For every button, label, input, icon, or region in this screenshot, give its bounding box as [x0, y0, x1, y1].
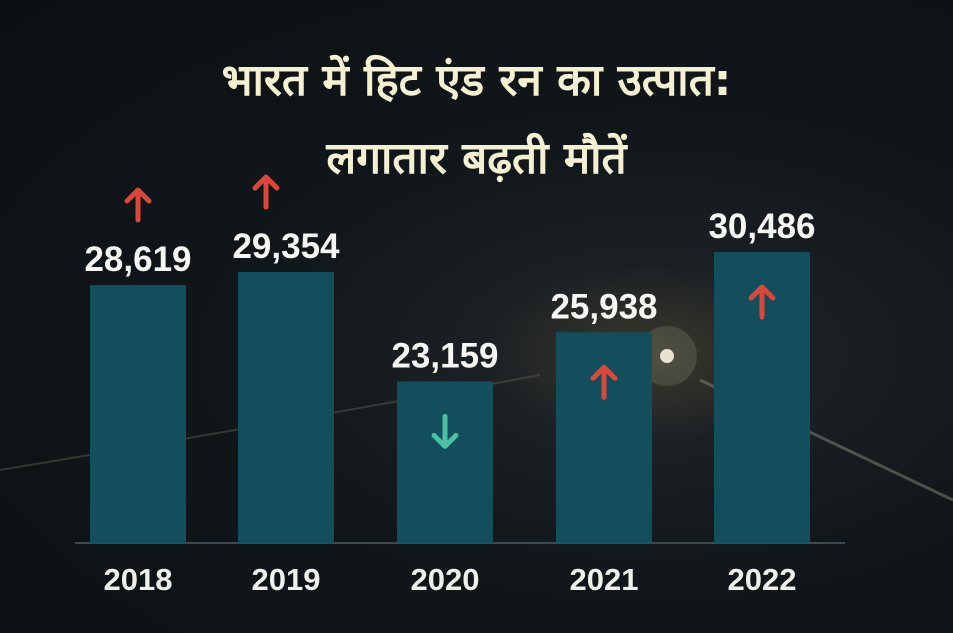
bar-2018: [90, 285, 186, 543]
bar-2021: [556, 332, 652, 543]
trend-up-arrow-icon: [748, 284, 776, 320]
x-tick-label-2021: 2021: [570, 562, 639, 597]
chart-title-line2: लगातार बढ़ती मौतें: [326, 133, 627, 184]
data-label-2022: 30,486: [708, 207, 815, 246]
bar-2020: [397, 381, 493, 543]
chart-title-line1: भारत में हिट एंड रन का उत्पात:: [221, 55, 732, 106]
data-label-2021: 25,938: [550, 287, 657, 326]
trend-down-arrow-icon: [431, 413, 459, 449]
x-tick-label-2022: 2022: [728, 562, 797, 597]
data-label-2018: 28,619: [84, 240, 191, 279]
data-label-2019: 29,354: [232, 227, 340, 266]
trend-up-arrow-icon: [252, 174, 280, 210]
trend-up-arrow-icon: [590, 364, 618, 400]
trend-up-arrow-icon: [124, 187, 152, 223]
bar-2019: [238, 272, 334, 543]
x-tick-label-2019: 2019: [252, 562, 321, 597]
headlight: [660, 349, 674, 363]
data-label-2020: 23,159: [391, 336, 498, 375]
x-tick-label-2018: 2018: [104, 562, 173, 597]
x-tick-label-2020: 2020: [411, 562, 480, 597]
